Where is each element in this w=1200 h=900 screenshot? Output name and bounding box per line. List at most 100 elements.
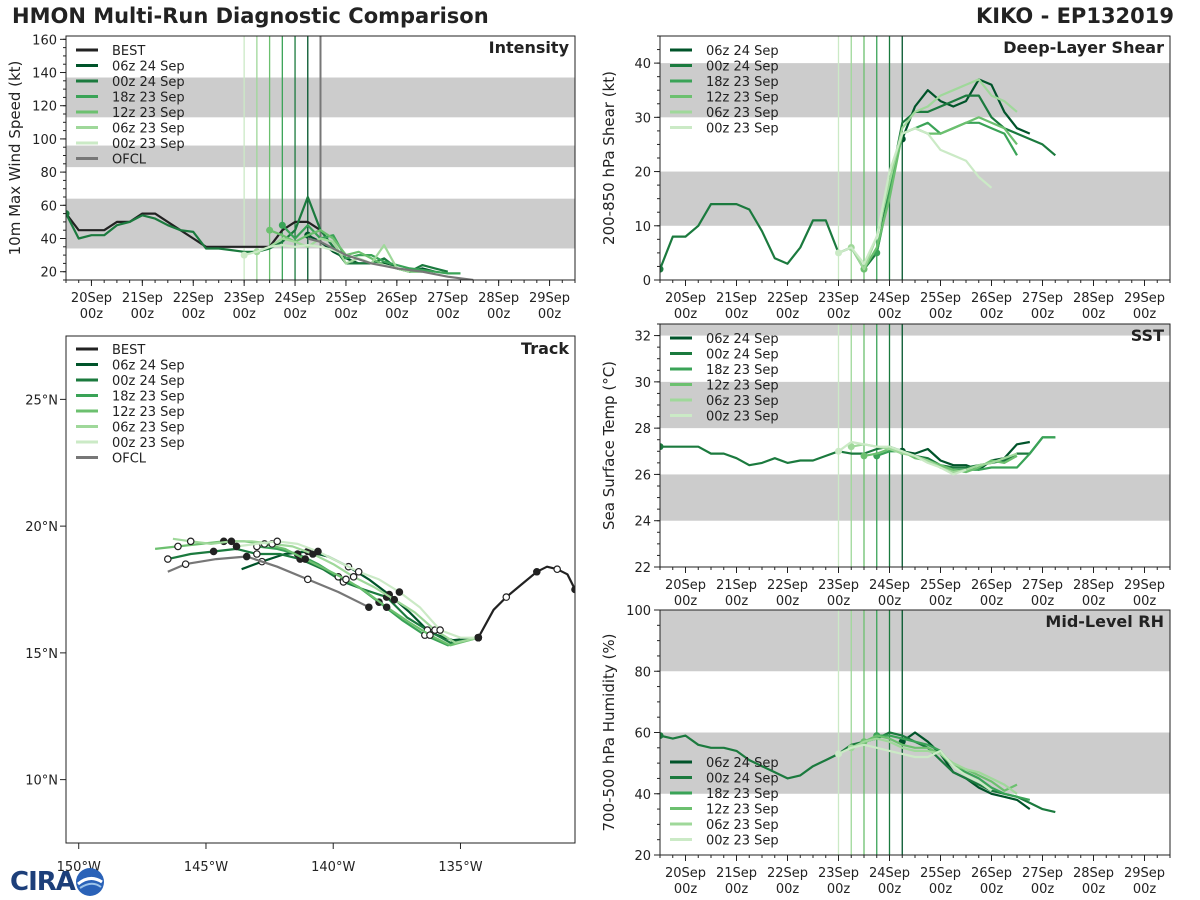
x-tick-label: 24Sep	[869, 291, 910, 306]
x-tick-label: 27Sep	[1022, 866, 1063, 881]
x-tick-label: 00z	[827, 307, 851, 322]
x-tick-label: 24Sep	[869, 866, 910, 881]
legend-entry: BEST	[112, 343, 145, 358]
series-line-00z-23-sep	[837, 440, 967, 476]
track-line-best	[477, 565, 575, 639]
series-line-best	[66, 212, 322, 248]
x-tick-label: 22Sep	[173, 291, 214, 306]
x-tick-label: 00z	[674, 307, 698, 322]
init-marker	[66, 210, 70, 218]
legend-entry: 06z 24 Sep	[706, 332, 779, 347]
init-marker	[860, 452, 868, 460]
x-tick-label: 26Sep	[971, 866, 1012, 881]
x-tick-label: 25Sep	[920, 291, 961, 306]
y-tick-label: 20	[634, 849, 651, 864]
x-tick-label: 00z	[980, 594, 1004, 609]
legend-entry: 18z 23 Sep	[706, 75, 779, 90]
x-tick-label: 00z	[674, 594, 698, 609]
x-tick-label: 25Sep	[920, 578, 961, 593]
x-tick-label: 00z	[436, 307, 460, 322]
track-line-ofcl	[167, 555, 370, 609]
x-tick-label: 140°W	[311, 860, 355, 875]
cira-logo-text: CIRA	[10, 867, 76, 897]
track-position-marker	[436, 626, 444, 634]
x-tick-label: 23Sep	[224, 291, 265, 306]
y-tick-label: 140	[32, 67, 57, 82]
x-tick-label: 20Sep	[665, 291, 706, 306]
series-line-12z-23-sep	[863, 116, 1018, 270]
init-marker	[278, 221, 286, 229]
track-position-marker	[382, 603, 391, 612]
legend-entry: 06z 24 Sep	[706, 756, 779, 771]
init-marker	[835, 447, 842, 455]
x-tick-label: 22Sep	[767, 291, 808, 306]
x-tick-label: 00z	[538, 307, 562, 322]
legend-entry: 12z 23 Sep	[112, 106, 185, 121]
legend-entry: 06z 23 Sep	[112, 421, 185, 436]
panel-deep-layer-shear: 01020304020Sep00z21Sep00z22Sep00z23Sep00…	[600, 35, 1171, 322]
x-tick-label: 00z	[232, 307, 256, 322]
x-tick-label: 00z	[80, 307, 104, 322]
track-line-06z-24-sep	[241, 550, 479, 642]
figure-title: HMON Multi-Run Diagnostic Comparison	[12, 4, 489, 28]
legend-entry: 00z 24 Sep	[706, 772, 779, 787]
legend-entry: 06z 23 Sep	[112, 122, 185, 137]
y-tick-label: 28	[634, 422, 651, 437]
series-line-06z-23-sep	[256, 237, 410, 273]
legend-entry: 18z 23 Sep	[112, 390, 185, 405]
init-marker	[660, 265, 664, 273]
y-tick-label: 40	[40, 233, 57, 248]
x-tick-label: 27Sep	[427, 291, 468, 306]
init-marker	[660, 443, 664, 451]
x-tick-label: 00z	[827, 594, 851, 609]
track-line-00z-23-sep	[236, 540, 479, 639]
legend-entry: 00z 24 Sep	[112, 374, 185, 389]
x-tick-label: 23Sep	[818, 291, 859, 306]
x-tick-label: 00z	[1082, 594, 1106, 609]
legend-entry: 12z 23 Sep	[112, 405, 185, 420]
x-tick-label: 23Sep	[818, 866, 859, 881]
legend-entry: 00z 23 Sep	[112, 436, 185, 451]
x-tick-label: 00z	[131, 307, 155, 322]
y-tick-label: 26	[634, 468, 651, 483]
x-tick-label: 00z	[487, 307, 511, 322]
track-position-marker	[301, 555, 310, 563]
y-tick-label: 100	[32, 133, 57, 148]
y-tick-label: 40	[634, 788, 651, 803]
x-tick-label: 21Sep	[716, 578, 757, 593]
x-tick-label: 135°W	[438, 860, 482, 875]
legend-entry: 06z 23 Sep	[706, 818, 779, 833]
init-marker	[266, 226, 274, 234]
x-tick-label: 28Sep	[1073, 578, 1114, 593]
plot-frame	[65, 335, 576, 844]
y-tick-label: 80	[634, 665, 651, 680]
y-tick-label: 24	[634, 515, 651, 530]
x-tick-label: 29Sep	[1124, 291, 1165, 306]
y-axis-label: 200-850 hPa Shear (kt)	[600, 71, 618, 245]
y-tick-label: 15°N	[25, 647, 58, 662]
x-tick-label: 00z	[980, 882, 1004, 897]
init-marker	[847, 443, 855, 451]
x-tick-label: 00z	[283, 307, 307, 322]
x-tick-label: 29Sep	[529, 291, 570, 306]
x-tick-label: 29Sep	[1124, 578, 1165, 593]
track-position-marker	[349, 573, 358, 581]
series-line-06z-23-sep	[850, 737, 1018, 795]
track-position-marker	[553, 565, 561, 574]
panel-title: SST	[1131, 326, 1164, 345]
init-marker	[835, 750, 842, 758]
panel-intensity: 2040608010012014016020Sep00z21Sep00z22Se…	[6, 33, 576, 322]
y-tick-label: 160	[32, 33, 57, 48]
x-tick-label: 28Sep	[478, 291, 519, 306]
track-position-marker	[303, 575, 312, 584]
series-line-06z-24-sep	[901, 78, 1031, 140]
x-tick-label: 21Sep	[716, 291, 757, 306]
x-tick-label: 145°W	[184, 860, 228, 875]
track-position-marker	[174, 542, 182, 551]
x-tick-label: 25Sep	[325, 291, 366, 306]
x-tick-label: 00z	[725, 594, 749, 609]
plot-area	[660, 610, 1170, 855]
